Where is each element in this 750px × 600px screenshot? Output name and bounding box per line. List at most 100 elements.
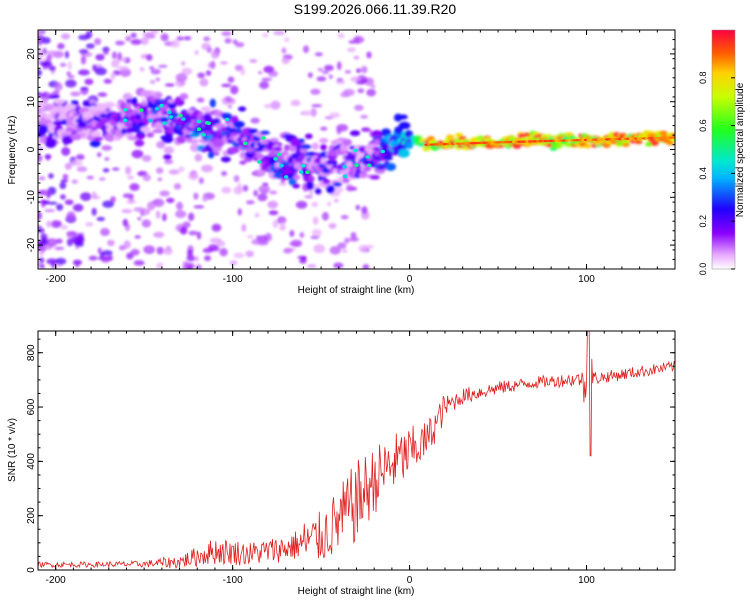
heatmap-knot (148, 118, 153, 123)
heatmap-cell (305, 133, 313, 140)
heatmap-cell (85, 222, 94, 227)
heatmap-knot (201, 133, 206, 137)
top-y-axis-label: Frequency (Hz) (7, 116, 18, 185)
heatmap-cell (46, 238, 58, 247)
heatmap-cell (82, 100, 91, 107)
heatmap-cell (179, 93, 189, 100)
heatmap-cell (188, 173, 199, 181)
heatmap-cell (233, 120, 245, 129)
heatmap-cell (338, 169, 347, 175)
top-x-tick-label: -200 (46, 274, 66, 285)
heatmap-cell (196, 97, 205, 103)
heatmap-cell (314, 187, 322, 195)
heatmap-cell (93, 136, 104, 142)
heatmap-cell (80, 55, 87, 65)
heatmap-cell (92, 64, 97, 72)
heatmap-cell (122, 208, 130, 213)
heatmap-cell (154, 121, 164, 130)
heatmap-cell (151, 200, 159, 204)
heatmap-cell (186, 249, 193, 257)
heatmap-cell (353, 55, 360, 60)
heatmap-cell (398, 114, 408, 120)
heatmap-cell (267, 200, 279, 209)
heatmap-blob-layer (38, 30, 675, 269)
heatmap-cell (335, 80, 346, 85)
heatmap-cell (380, 128, 392, 137)
heatmap-knot (342, 164, 347, 169)
heatmap-cell (201, 42, 211, 51)
heatmap-cell (133, 207, 145, 212)
heatmap-knot (353, 148, 358, 153)
heatmap-cell (202, 196, 208, 202)
heatmap-cell (340, 214, 349, 220)
heatmap-cell (257, 193, 268, 202)
heatmap-cell (153, 231, 165, 238)
heatmap-cell (88, 255, 98, 261)
heatmap-cell (259, 81, 270, 90)
heatmap-cell (342, 249, 348, 253)
heatmap-cell (647, 133, 656, 138)
heatmap-cell (227, 104, 233, 109)
colorbar-tick-label: 0.6 (698, 119, 708, 132)
heatmap-cell (38, 250, 44, 256)
heatmap-cell (303, 45, 310, 54)
heatmap-cell (38, 154, 43, 163)
heatmap-cell (511, 142, 520, 148)
heatmap-cell (54, 246, 65, 251)
heatmap-cell (208, 243, 219, 251)
heatmap-cell (101, 145, 113, 151)
heatmap-cell (67, 61, 72, 70)
heatmap-cell (147, 201, 156, 211)
heatmap-cell (102, 51, 109, 55)
heatmap-cell (221, 83, 232, 88)
top-y-tick-label: -20 (26, 237, 37, 252)
heatmap-cell (198, 177, 204, 185)
heatmap-cell (122, 218, 129, 227)
heatmap-cell (38, 30, 43, 37)
heatmap-cell (377, 164, 385, 171)
heatmap-cell (259, 130, 270, 135)
heatmap-cell (38, 227, 45, 233)
heatmap-cell (398, 148, 410, 158)
heatmap-cell (263, 65, 275, 74)
heatmap-cell (59, 181, 67, 190)
heatmap-cell (329, 112, 340, 119)
heatmap-cell (181, 67, 193, 75)
heatmap-knot (354, 163, 359, 168)
heatmap-knot (181, 117, 186, 121)
snr-panel: -200 -100 0 100 0 200 400 600 800 Height of str… (7, 330, 676, 597)
heatmap-cell (201, 164, 214, 173)
heatmap-cell (357, 88, 365, 94)
heatmap-cell (354, 104, 364, 111)
heatmap-cell (176, 201, 184, 211)
heatmap-cell (155, 210, 161, 219)
snr-background (38, 331, 675, 570)
heatmap-cell (108, 255, 113, 261)
heatmap-cell (76, 232, 85, 236)
bottom-x-tick-label: -200 (46, 575, 66, 586)
heatmap-knot (167, 110, 172, 114)
heatmap-cell (209, 98, 216, 108)
heatmap-cell (203, 36, 211, 42)
heatmap-cell (224, 96, 232, 103)
heatmap-cell (149, 66, 155, 70)
heatmap-cell (245, 250, 255, 258)
heatmap-cell (245, 147, 255, 153)
heatmap-cell (38, 176, 46, 181)
heatmap-knot (301, 163, 306, 168)
heatmap-cell (199, 78, 209, 87)
bottom-y-axis: 0 200 400 600 800 (26, 338, 675, 573)
bottom-x-tick-label: 0 (407, 575, 413, 586)
heatmap-cell (100, 228, 110, 237)
bottom-y-tick-label: 800 (26, 344, 37, 361)
heatmap-cell (193, 192, 199, 200)
heatmap-cell (110, 72, 116, 80)
heatmap-cell (134, 235, 141, 239)
bottom-y-tick-label: 400 (26, 453, 37, 470)
heatmap-cell (311, 228, 322, 237)
heatmap-cell (313, 244, 326, 254)
heatmap-cell (233, 252, 245, 259)
heatmap-cell (293, 174, 301, 181)
